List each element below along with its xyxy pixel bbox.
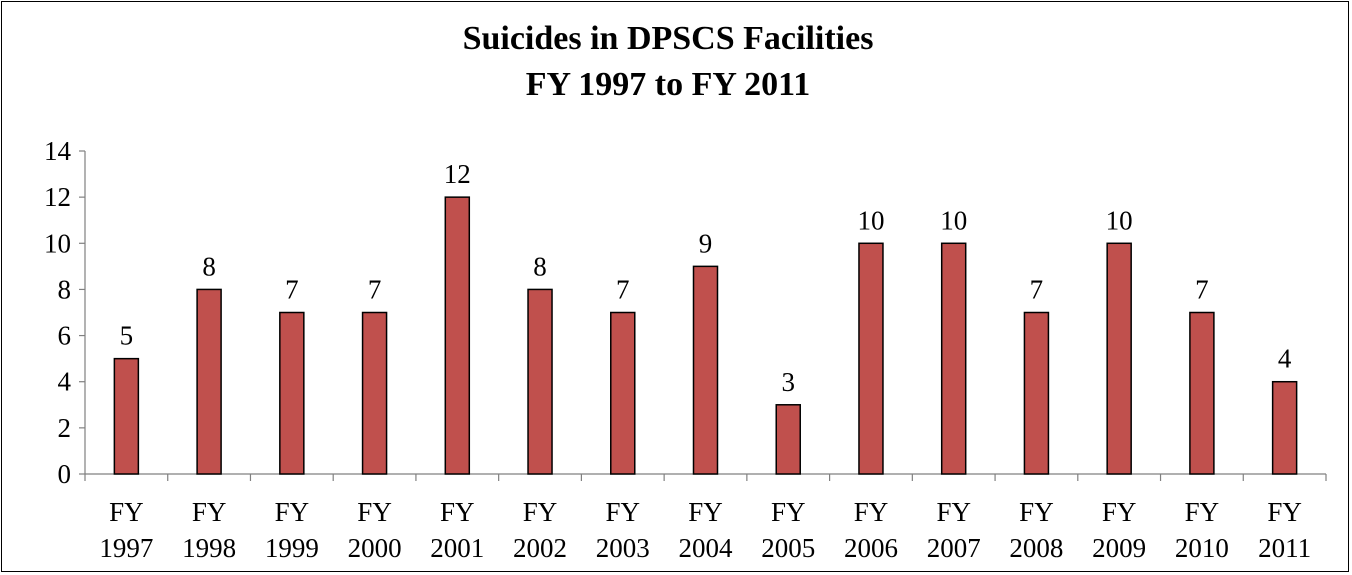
- data-label: 10: [1106, 205, 1133, 235]
- bar: [1023, 311, 1050, 475]
- x-tick-label: FY 1998: [182, 497, 236, 563]
- y-tick-label: 6: [58, 321, 72, 351]
- bar: [196, 288, 222, 475]
- bar: [775, 404, 801, 475]
- y-tick-labels: 0 2 4 6 8 10 12 14: [44, 136, 72, 489]
- data-label: 7: [1030, 275, 1044, 305]
- bar: [858, 242, 884, 475]
- bars: [113, 196, 1298, 475]
- bar: [113, 357, 140, 475]
- bar: [692, 265, 719, 475]
- y-tick-label: 14: [44, 136, 72, 166]
- bar: [610, 311, 636, 475]
- data-label: 8: [202, 251, 216, 281]
- data-label: 7: [285, 275, 299, 305]
- chart-subtitle: FY 1997 to FY 2011: [526, 66, 811, 103]
- x-tick-label: FY 2002: [513, 497, 567, 563]
- data-label: 7: [368, 275, 382, 305]
- chart-title: Suicides in DPSCS Facilities: [463, 20, 874, 57]
- data-label: 12: [444, 159, 471, 189]
- bar: [940, 242, 967, 475]
- bar: [527, 288, 553, 475]
- bar: [279, 311, 305, 475]
- data-label: 8: [533, 251, 547, 281]
- y-tick-label: 8: [58, 274, 72, 304]
- data-label: 10: [940, 205, 967, 235]
- bar: [1106, 242, 1132, 475]
- data-labels: 5 8 7 7 12 8 7 9 3 10 10 7 10 7 4: [120, 159, 1292, 397]
- bar: [1271, 380, 1298, 475]
- x-tick-label: FY 2007: [927, 497, 981, 563]
- y-tick-label: 0: [58, 459, 72, 489]
- data-label: 4: [1278, 344, 1292, 374]
- x-tick-label: FY 2001: [430, 497, 484, 563]
- x-tick-label: FY 2004: [679, 497, 734, 563]
- bar: [361, 311, 388, 475]
- x-tick-label: FY 2003: [596, 497, 650, 563]
- x-tick-labels: FY 1997 FY 1998 FY 1999 FY 2000 FY 2001 FY 2002 FY 20…: [99, 497, 1311, 563]
- data-label: 3: [781, 367, 795, 397]
- data-label: 5: [120, 321, 134, 351]
- x-tick-label: FY 2000: [348, 497, 402, 563]
- x-tick-label: FY 2010: [1175, 497, 1229, 563]
- x-tick-label: FY 2009: [1092, 497, 1146, 563]
- data-label: 9: [699, 228, 713, 258]
- x-tick-label: FY 2005: [761, 497, 815, 563]
- x-tick-label: FY 1997: [99, 497, 153, 563]
- y-tick-label: 12: [44, 182, 71, 212]
- x-tick-label: FY 1999: [265, 497, 319, 563]
- data-label: 7: [616, 275, 630, 305]
- x-tick-label: FY 2011: [1258, 497, 1311, 563]
- data-label: 7: [1195, 275, 1209, 305]
- y-tick-label: 10: [44, 228, 71, 258]
- y-tick-label: 2: [58, 413, 72, 443]
- bar: [1189, 311, 1215, 475]
- x-tick-label: FY 2006: [844, 497, 898, 563]
- bar: [444, 196, 471, 475]
- x-tick-label: FY 2008: [1009, 497, 1063, 563]
- y-tick-label: 4: [58, 367, 72, 397]
- data-label: 10: [857, 205, 884, 235]
